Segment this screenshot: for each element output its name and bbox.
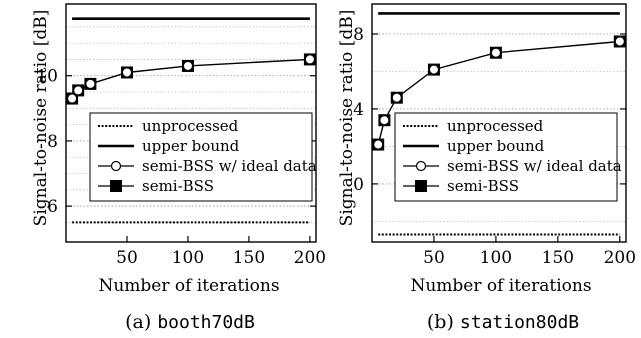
chart-b-ytick-label-0: 0 bbox=[353, 175, 364, 195]
chart-b: Signal-to-noise ratio [dB] Number of ite… bbox=[337, 3, 636, 333]
chart-a-ytick-label-2: 10 bbox=[36, 67, 58, 87]
chart-b-legend-swatch-semi-bss-ideal-marker bbox=[415, 160, 427, 172]
chart-a-ylabel: Signal-to-noise ratio [dB] bbox=[31, 10, 51, 227]
chart-a-semi-bss-ideal-point-4 bbox=[183, 61, 192, 70]
chart-a-xlabel: Number of iterations bbox=[98, 276, 279, 296]
chart-a-caption: (a) booth70dB bbox=[125, 311, 255, 333]
chart-a-caption-prefix: (a) bbox=[125, 311, 157, 333]
chart-b-xtick-label-1: 100 bbox=[480, 248, 512, 268]
chart-b-semi-bss-ideal-point-1 bbox=[380, 116, 389, 125]
chart-a: Signal-to-noise ratio [dB] Number of ite… bbox=[31, 3, 326, 333]
chart-a-legend-swatch-semi-bss-ideal-marker bbox=[110, 160, 122, 172]
chart-b-legend-label-2: semi-BSS w/ ideal data bbox=[447, 157, 622, 175]
chart-a-xtick-label-3: 200 bbox=[294, 248, 326, 268]
chart-b-xtick-label-2: 150 bbox=[542, 248, 574, 268]
chart-a-semi-bss-ideal-point-3 bbox=[122, 68, 131, 77]
chart-a-semi-bss-ideal-point-1 bbox=[74, 86, 83, 95]
chart-a-semi-bss-ideal-point-5 bbox=[305, 55, 314, 64]
chart-a-semi-bss-ideal-point-2 bbox=[86, 79, 95, 88]
chart-b-xtick-label-3: 200 bbox=[604, 248, 636, 268]
chart-b-semi-bss-ideal-point-5 bbox=[615, 37, 624, 46]
chart-b-caption: (b) station80dB bbox=[427, 311, 579, 333]
chart-b-legend-label-0: unprocessed bbox=[447, 117, 544, 135]
chart-b-legend-label-3: semi-BSS bbox=[447, 177, 519, 195]
chart-a-legend-label-1: upper bound bbox=[142, 137, 240, 155]
chart-b-caption-name: station80dB bbox=[460, 312, 579, 333]
chart-a-legend-swatch-semi-bss-marker bbox=[110, 180, 122, 192]
chart-b-xlabel: Number of iterations bbox=[410, 276, 591, 296]
chart-b-semi-bss-ideal-point-4 bbox=[491, 48, 500, 57]
chart-a-ytick-label-1: 8 bbox=[47, 132, 58, 152]
chart-b-plot-frame bbox=[371, 3, 627, 243]
chart-b-semi-bss-ideal-point-0 bbox=[374, 140, 383, 149]
chart-b-semi-bss-ideal-point-3 bbox=[429, 65, 438, 74]
chart-b-ytick-label-1: 4 bbox=[353, 100, 364, 120]
chart-a-xtick-label-1: 100 bbox=[172, 248, 204, 268]
chart-a-legend-label-3: semi-BSS bbox=[142, 177, 214, 195]
chart-b-semi-bss-ideal-point-2 bbox=[392, 93, 401, 102]
chart-a-semi-bss-ideal-point-0 bbox=[68, 94, 77, 103]
chart-b-ylabel: Signal-to-noise ratio [dB] bbox=[337, 10, 357, 227]
chart-b-ytick-label-2: 8 bbox=[353, 25, 364, 45]
chart-a-xtick-label-0: 50 bbox=[116, 248, 138, 268]
chart-b-legend-label-1: upper bound bbox=[447, 137, 545, 155]
chart-a-xtick-label-2: 150 bbox=[233, 248, 265, 268]
chart-b-caption-prefix: (b) bbox=[427, 311, 460, 333]
chart-a-ytick-label-0: 6 bbox=[47, 197, 58, 217]
chart-b-legend-swatch-semi-bss-marker bbox=[415, 180, 427, 192]
chart-a-legend-label-0: unprocessed bbox=[142, 117, 239, 135]
chart-a-plot-frame bbox=[65, 3, 317, 243]
chart-a-legend-label-2: semi-BSS w/ ideal data bbox=[142, 157, 317, 175]
chart-b-xtick-label-0: 50 bbox=[423, 248, 445, 268]
chart-a-caption-name: booth70dB bbox=[157, 312, 255, 333]
